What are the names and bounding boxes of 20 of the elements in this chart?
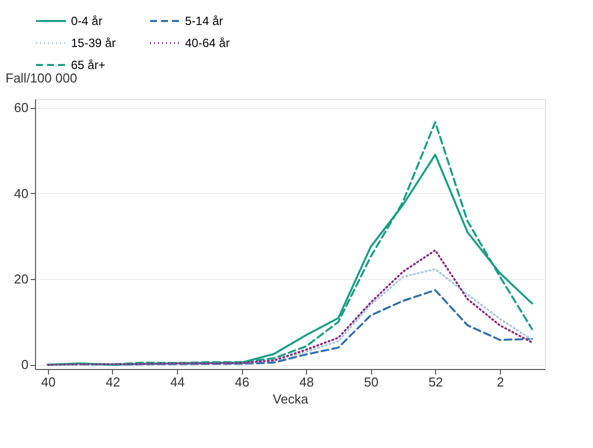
x-tick-label: 40 [41, 374, 56, 390]
y-tick-label: 0 [21, 357, 28, 372]
x-tick-label: 52 [428, 374, 443, 390]
legend-label: 15-39 år [71, 36, 116, 50]
x-tick-label: 2 [496, 374, 504, 390]
y-tick-label: 60 [14, 100, 28, 116]
x-tick-label: 50 [364, 374, 378, 390]
x-tick-label: 46 [234, 374, 250, 390]
legend-label: 65 år+ [71, 58, 106, 72]
y-axis-title: Fall/100 000 [6, 70, 78, 86]
legend-label: 40-64 år [185, 36, 230, 50]
y-tick-label: 40 [14, 186, 28, 201]
x-tick-label: 44 [170, 374, 185, 390]
x-tick-label: 42 [106, 374, 120, 390]
x-axis-title: Vecka [272, 392, 309, 406]
line-series [46, 249, 534, 366]
y-tick-label: 20 [14, 272, 28, 286]
legend-label: 5-14 år [185, 14, 224, 28]
legend-label: 0-4 år [71, 14, 102, 28]
x-tick-label: 48 [299, 374, 314, 390]
